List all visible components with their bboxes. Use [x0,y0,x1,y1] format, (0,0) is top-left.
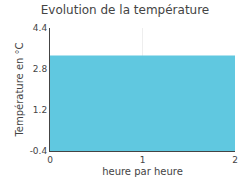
svg-text:0: 0 [47,155,53,165]
svg-text:Température en °C: Température en °C [14,42,25,137]
svg-text:heure par heure: heure par heure [102,166,183,177]
svg-text:1.2: 1.2 [33,105,47,115]
svg-text:Evolution de la température: Evolution de la température [41,3,210,17]
svg-text:1: 1 [140,155,146,165]
svg-text:-0.4: -0.4 [30,146,48,156]
svg-text:2.8: 2.8 [33,64,48,74]
svg-text:4.4: 4.4 [33,23,48,33]
svg-text:2: 2 [232,155,238,165]
